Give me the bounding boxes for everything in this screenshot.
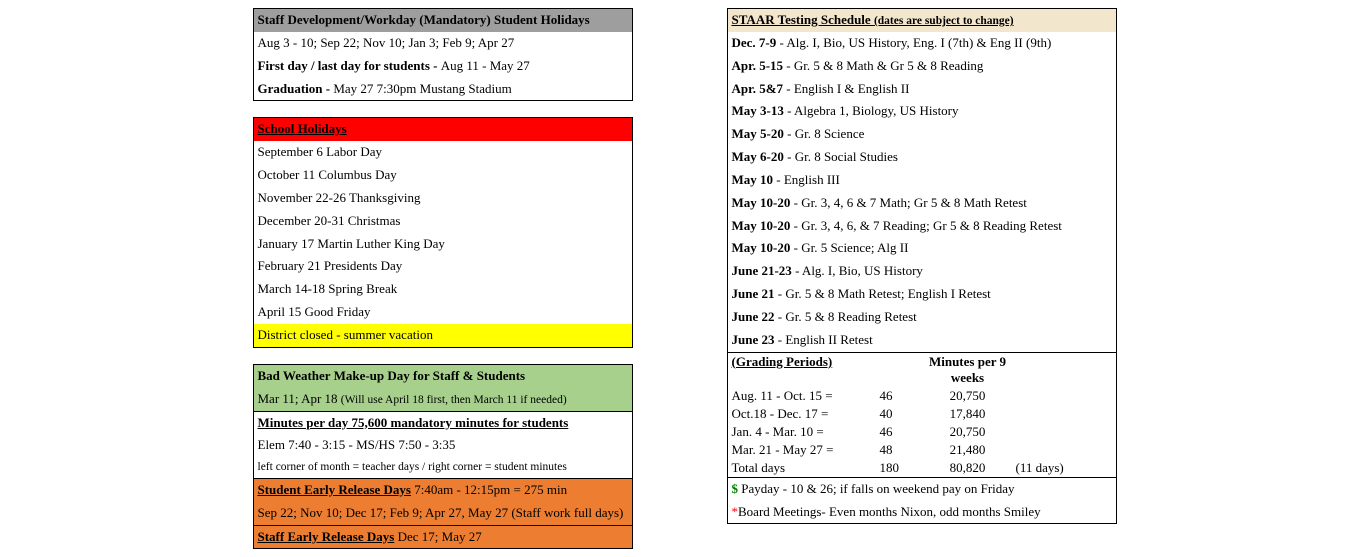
left-column: Staff Development/Workday (Mandatory) St…: [253, 8, 633, 549]
grading-row: Aug. 11 - Oct. 15 = 46 20,750: [728, 387, 1116, 405]
grading-header-row: (Grading Periods) Minutes per 9 weeks: [728, 353, 1116, 387]
grading-row: Mar. 21 - May 27 = 48 21,480: [728, 441, 1116, 459]
bad-weather-box: Bad Weather Make-up Day for Staff & Stud…: [253, 364, 633, 550]
staff-development-box: Staff Development/Workday (Mandatory) St…: [253, 8, 633, 101]
staar-row: June 22 - Gr. 5 & 8 Reading Retest: [728, 306, 1116, 329]
minutes-schedule: Elem 7:40 - 3:15 - MS/HS 7:50 - 3:35: [254, 434, 632, 457]
staar-row: June 23 - English II Retest: [728, 329, 1116, 352]
first-last-day-row: First day / last day for students - Aug …: [254, 55, 632, 78]
board-text: Board Meetings- Even months Nixon, odd m…: [738, 504, 1041, 519]
calendar-info-page: Staff Development/Workday (Mandatory) St…: [8, 8, 1353, 549]
grading-col2-header: Minutes per 9 weeks: [924, 353, 1012, 387]
grading-table: (Grading Periods) Minutes per 9 weeks Au…: [728, 353, 1116, 477]
staar-row: June 21-23 - Alg. I, Bio, US History: [728, 260, 1116, 283]
grading-col1-header: (Grading Periods): [728, 353, 876, 387]
holiday-item: January 17 Martin Luther King Day: [254, 233, 632, 256]
corner-note: left corner of month = teacher days / ri…: [254, 457, 632, 478]
staff-early-row: Staff Early Release Days Dec 17; May 27: [254, 525, 632, 549]
staff-dev-dates: Aug 3 - 10; Sep 22; Nov 10; Jan 3; Feb 9…: [254, 32, 632, 55]
bw-dates-note: (Will use April 18 first, then March 11 …: [341, 394, 567, 406]
bw-dates-main: Mar 11; Apr 18: [258, 391, 341, 406]
staff-early-dates: Dec 17; May 27: [394, 529, 481, 544]
staar-row: May 10 - English III: [728, 169, 1116, 192]
staar-row: May 10-20 - Gr. 3, 4, 6 & 7 Math; Gr 5 &…: [728, 192, 1116, 215]
board-row: *Board Meetings- Even months Nixon, odd …: [728, 501, 1116, 524]
staar-header: STAAR Testing Schedule: [732, 12, 874, 27]
school-holidays-box: School Holidays September 6 Labor Day Oc…: [253, 117, 633, 347]
payday-text: Payday - 10 & 26; if falls on weekend pa…: [738, 481, 1015, 496]
grading-total-row: Total days 180 80,820 (11 days): [728, 459, 1116, 477]
staar-row: May 10-20 - Gr. 3, 4, 6, & 7 Reading; Gr…: [728, 215, 1116, 238]
holiday-item: December 20-31 Christmas: [254, 210, 632, 233]
student-early-label: Student Early Release Days: [258, 482, 411, 497]
staar-row: May 3-13 - Algebra 1, Biology, US Histor…: [728, 100, 1116, 123]
minutes-header: Minutes per day 75,600 mandatory minutes…: [254, 411, 632, 435]
bad-weather-header: Bad Weather Make-up Day for Staff & Stud…: [254, 365, 632, 388]
holiday-item: November 22-26 Thanksgiving: [254, 187, 632, 210]
staar-row: May 6-20 - Gr. 8 Social Studies: [728, 146, 1116, 169]
payday-row: $ Payday - 10 & 26; if falls on weekend …: [728, 478, 1116, 501]
holidays-footer: District closed - summer vacation: [254, 324, 632, 347]
student-early-row1: Student Early Release Days 7:40am - 12:1…: [254, 478, 632, 502]
graduation-row: Graduation - May 27 7:30pm Mustang Stadi…: [254, 78, 632, 101]
staar-row: May 10-20 - Gr. 5 Science; Alg II: [728, 237, 1116, 260]
staar-row: May 5-20 - Gr. 8 Science: [728, 123, 1116, 146]
staff-early-label: Staff Early Release Days: [258, 529, 395, 544]
bad-weather-dates: Mar 11; Apr 18 (Will use April 18 first,…: [254, 388, 632, 411]
holiday-item: April 15 Good Friday: [254, 301, 632, 324]
right-column: STAAR Testing Schedule (dates are subjec…: [727, 8, 1117, 549]
staar-row: Apr. 5&7 - English I & English II: [728, 78, 1116, 101]
holiday-item: October 11 Columbus Day: [254, 164, 632, 187]
student-early-dates: Sep 22; Nov 10; Dec 17; Feb 9; Apr 27, M…: [254, 502, 632, 525]
staar-row: Apr. 5-15 - Gr. 5 & 8 Math & Gr 5 & 8 Re…: [728, 55, 1116, 78]
staar-header-note: (dates are subject to change): [874, 15, 1014, 27]
staar-row: Dec. 7-9 - Alg. I, Bio, US History, Eng.…: [728, 32, 1116, 55]
holidays-header: School Holidays: [254, 118, 632, 141]
staar-header-row: STAAR Testing Schedule (dates are subjec…: [728, 9, 1116, 32]
grading-row: Oct.18 - Dec. 17 = 40 17,840: [728, 405, 1116, 423]
holiday-item: March 14-18 Spring Break: [254, 278, 632, 301]
holiday-item: September 6 Labor Day: [254, 141, 632, 164]
holiday-item: February 21 Presidents Day: [254, 255, 632, 278]
staff-dev-header: Staff Development/Workday (Mandatory) St…: [254, 9, 632, 32]
grad-value: May 27 7:30pm Mustang Stadium: [333, 81, 511, 96]
first-last-value: Aug 11 - May 27: [441, 58, 530, 73]
staar-row: June 21 - Gr. 5 & 8 Math Retest; English…: [728, 283, 1116, 306]
grad-label: Graduation -: [258, 81, 334, 96]
grading-row: Jan. 4 - Mar. 10 = 46 20,750: [728, 423, 1116, 441]
student-early-times: 7:40am - 12:15pm = 275 min: [411, 482, 567, 497]
staar-box: STAAR Testing Schedule (dates are subjec…: [727, 8, 1117, 524]
first-last-label: First day / last day for students -: [258, 58, 441, 73]
